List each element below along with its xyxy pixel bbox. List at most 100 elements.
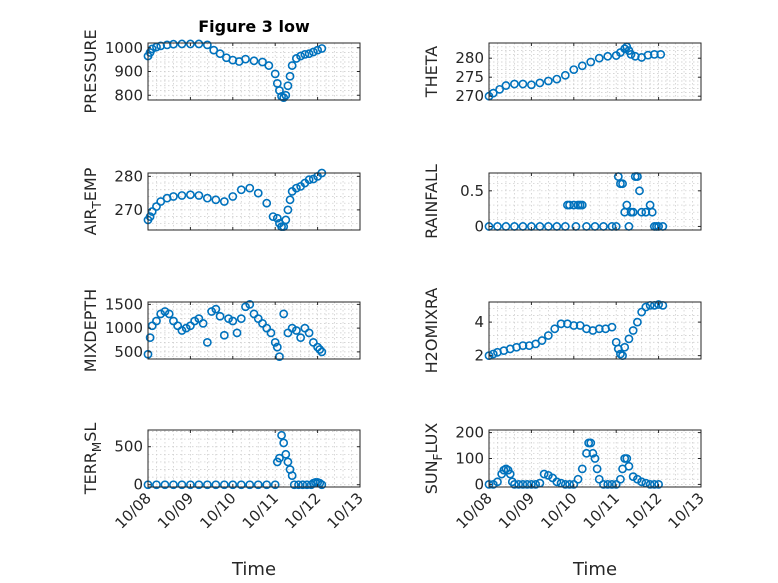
data-point bbox=[539, 469, 549, 479]
data-point bbox=[209, 45, 219, 55]
y-tick-label: 280 bbox=[114, 167, 143, 185]
data-point bbox=[635, 186, 644, 196]
data-point bbox=[304, 175, 314, 185]
data-point bbox=[537, 336, 547, 345]
data-point bbox=[194, 480, 204, 490]
data-point bbox=[552, 477, 562, 487]
data-point bbox=[270, 480, 280, 490]
data-point bbox=[190, 316, 200, 326]
y-tick-label: 1500 bbox=[105, 295, 143, 313]
x-tick-label: 10/10 bbox=[537, 489, 580, 532]
data-point bbox=[637, 307, 647, 317]
subplot-sun_flux: 0 100 200 10/08 10/09 10/10 10/11 10/12 10/13 SUN… bbox=[422, 423, 708, 580]
y-tick-label: 0 bbox=[474, 217, 484, 235]
data-point bbox=[620, 342, 630, 352]
data-point bbox=[550, 324, 560, 334]
data-point bbox=[488, 349, 498, 359]
subplot-air_temp: 270 280 AIRTEMP bbox=[81, 167, 361, 235]
data-point bbox=[281, 449, 291, 459]
data-point bbox=[505, 469, 515, 479]
data-point bbox=[228, 316, 238, 326]
x-tick-label: 10/12 bbox=[622, 489, 665, 532]
data-point bbox=[287, 323, 297, 333]
axes-frame bbox=[488, 42, 702, 101]
x-tick-label: 10/13 bbox=[665, 489, 708, 532]
data-point bbox=[241, 302, 250, 312]
data-point bbox=[518, 79, 528, 89]
data-point bbox=[313, 45, 322, 55]
subplot-pressure: 800 900 1000 PRESSURE Figure 3 low bbox=[81, 17, 361, 114]
data-point bbox=[275, 453, 284, 463]
data-point bbox=[147, 207, 157, 216]
data-point bbox=[253, 480, 263, 490]
data-point bbox=[211, 480, 221, 490]
data-point bbox=[565, 200, 574, 210]
data-point bbox=[147, 44, 157, 54]
data-point bbox=[649, 50, 659, 59]
data-point bbox=[262, 198, 272, 208]
data-point bbox=[599, 480, 608, 489]
data-point bbox=[291, 183, 301, 193]
x-axis-label: Time bbox=[231, 559, 276, 580]
data-point bbox=[577, 200, 587, 210]
y-tick-label: 0.5 bbox=[460, 182, 484, 200]
data-point bbox=[637, 477, 647, 487]
data-point bbox=[262, 480, 272, 490]
data-point bbox=[569, 65, 579, 74]
data-point bbox=[285, 71, 295, 81]
data-point bbox=[535, 78, 545, 88]
data-point bbox=[160, 480, 170, 490]
y-tick-label: 0 bbox=[474, 475, 484, 493]
data-point bbox=[272, 213, 282, 223]
data-point bbox=[285, 195, 295, 205]
y-axis-label: MIXDEPTH bbox=[81, 289, 100, 372]
data-point bbox=[169, 480, 178, 490]
data-point bbox=[245, 183, 255, 193]
data-point bbox=[624, 461, 634, 471]
data-point bbox=[281, 215, 291, 225]
data-point bbox=[641, 207, 651, 217]
data-point bbox=[169, 192, 178, 201]
chart-title: Figure 3 low bbox=[198, 17, 310, 36]
axes-frame bbox=[488, 172, 702, 231]
y-tick-label: 500 bbox=[114, 343, 143, 361]
data-point bbox=[202, 193, 212, 203]
data-point bbox=[215, 49, 225, 59]
data-point bbox=[560, 70, 570, 80]
data-point bbox=[253, 188, 263, 198]
data-point bbox=[628, 207, 638, 217]
x-tick-label: 10/13 bbox=[324, 489, 367, 532]
subplot-terr_msl: 0 500 10/08 10/09 10/10 10/11 10/12 10/13 TERRMS… bbox=[81, 423, 367, 580]
data-point bbox=[531, 480, 541, 489]
x-tick-label: 10/09 bbox=[154, 489, 197, 532]
data-point bbox=[277, 430, 286, 440]
y-axis-label: TERRMSL bbox=[81, 423, 104, 496]
data-point bbox=[198, 318, 208, 328]
data-point bbox=[641, 302, 651, 312]
data-point bbox=[219, 197, 229, 206]
data-point bbox=[232, 328, 242, 338]
data-point bbox=[236, 314, 246, 324]
data-point bbox=[287, 471, 297, 480]
data-point bbox=[317, 44, 327, 53]
data-point bbox=[291, 54, 301, 63]
axes-frame bbox=[488, 301, 702, 360]
data-point bbox=[556, 319, 566, 329]
data-point bbox=[654, 300, 663, 309]
data-point bbox=[152, 316, 161, 326]
data-point bbox=[215, 311, 225, 321]
data-point bbox=[582, 448, 591, 458]
data-point bbox=[264, 61, 274, 70]
data-point bbox=[543, 331, 553, 340]
data-point bbox=[258, 57, 267, 67]
data-point bbox=[620, 44, 630, 54]
data-point bbox=[185, 480, 195, 490]
y-tick-label: 275 bbox=[455, 68, 484, 86]
data-point bbox=[560, 480, 570, 489]
data-point bbox=[279, 438, 289, 448]
data-point bbox=[275, 352, 284, 362]
data-point bbox=[169, 39, 178, 49]
data-point bbox=[283, 81, 293, 91]
data-point bbox=[493, 477, 502, 487]
